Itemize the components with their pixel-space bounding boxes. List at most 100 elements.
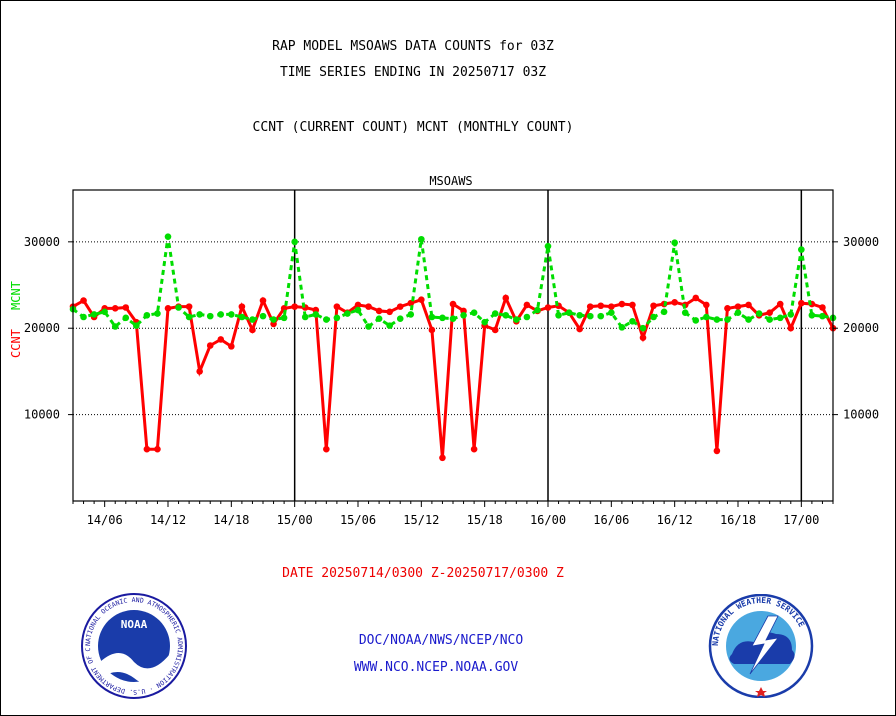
mcnt-data-point — [576, 311, 583, 319]
doc-noaa-link[interactable]: DOC/NOAA/NWS/NCEP/NCO — [358, 633, 524, 648]
mcnt-data-point — [734, 309, 742, 316]
ccnt-data-point — [111, 305, 119, 312]
ccnt-data-point — [259, 297, 267, 304]
ccnt-data-point — [333, 303, 341, 310]
ccnt-data-point — [323, 445, 330, 453]
mcnt-data-point — [766, 316, 773, 323]
ccnt-data-point — [217, 336, 225, 343]
mcnt-data-point — [534, 306, 541, 314]
mcnt-data-point — [755, 310, 763, 317]
mcnt-data-point — [101, 308, 108, 316]
mcnt-data-point — [238, 313, 246, 321]
mcnt-data-point — [354, 306, 362, 314]
nws-logo: NATIONAL WEATHER SERVICE — [708, 594, 814, 698]
mcnt-data-point — [639, 324, 647, 332]
grid-lines — [73, 241, 833, 416]
mcnt-data-point — [312, 311, 320, 318]
mcnt-data-point — [745, 316, 752, 323]
ccnt-data-point — [439, 454, 446, 462]
x-tick-label: 15/06 — [340, 513, 376, 527]
x-tick-label: 16/18 — [720, 513, 756, 527]
ccnt-data-point — [586, 303, 594, 310]
mcnt-data-point — [206, 312, 214, 320]
mcnt-data-point — [439, 314, 446, 322]
ccnt-data-point — [418, 296, 425, 304]
ccnt-data-point — [386, 308, 393, 316]
mcnt-data-point — [776, 314, 784, 322]
mcnt-data-point — [133, 322, 140, 329]
ccnt-data-point — [365, 303, 372, 310]
ccnt-data-point — [544, 304, 552, 311]
ccnt-data-point — [576, 325, 583, 333]
ccnt-data-point — [428, 326, 436, 334]
ccnt-data-point — [407, 299, 415, 307]
mcnt-data-point — [344, 310, 351, 317]
ccnt-data-point — [703, 301, 710, 309]
mcnt-data-point — [428, 313, 436, 321]
mcnt-data-point — [555, 311, 562, 319]
mcnt-data-point — [629, 318, 636, 325]
ccnt-data-point — [597, 302, 605, 310]
mcnt-data-point — [586, 312, 594, 320]
ccnt-data-point — [375, 307, 383, 315]
ccnt-data-point — [196, 368, 203, 375]
mcnt-data-point — [323, 316, 330, 323]
series-layer — [69, 233, 837, 462]
mcnt-data-point — [333, 314, 341, 322]
chart-title-line3: CCNT (CURRENT COUNT) MCNT (MONTHLY COUNT… — [252, 120, 574, 135]
mcnt-data-point — [491, 310, 499, 317]
mcnt-data-point — [196, 311, 203, 318]
mcnt-data-point — [808, 311, 816, 319]
noaa-logo-text: NOAA — [121, 618, 148, 631]
ccnt-data-point — [671, 299, 678, 306]
mcnt-data-point — [650, 313, 657, 321]
mcnt-data-point — [692, 317, 700, 324]
ccnt-data-point — [154, 445, 161, 453]
ccnt-data-point — [819, 304, 826, 311]
mcnt-data-point — [270, 316, 277, 323]
x-tick-label: 17/00 — [783, 513, 819, 527]
x-axis: 14/06 14/12 14/18 15/00 15/06 15/12 15/18 16/00… — [72, 501, 834, 527]
mcnt-data-point — [418, 235, 425, 243]
mcnt-data-point — [175, 304, 182, 311]
y-tick-label-left: 20000 — [24, 321, 60, 335]
mcnt-data-point — [301, 313, 309, 321]
mcnt-data-point — [449, 315, 457, 323]
x-tick-label: 15/12 — [403, 513, 439, 527]
ccnt-data-point — [238, 303, 246, 310]
ccnt-data-point — [228, 343, 235, 350]
mcnt-data-point — [481, 318, 488, 326]
mcnt-data-point — [122, 314, 130, 322]
ccnt-data-point — [629, 301, 636, 309]
ccnt-data-point — [608, 303, 615, 310]
mcnt-data-point — [523, 313, 531, 321]
ccnt-data-point — [724, 305, 731, 312]
ccnt-data-point — [776, 300, 784, 308]
mcnt-data-point — [111, 323, 119, 330]
mcnt-data-point — [280, 314, 288, 322]
ccnt-data-point — [185, 303, 193, 310]
y-axis-label-group: CCNT MCNT — [9, 281, 23, 358]
ccnt-data-point — [164, 305, 172, 312]
ccnt-data-point — [122, 304, 130, 311]
y-tick-label-right: 20000 — [843, 321, 879, 335]
y-tick-label-right: 10000 — [843, 408, 879, 422]
x-tick-label: 16/12 — [657, 513, 693, 527]
mcnt-data-point — [80, 313, 87, 321]
mcnt-data-point — [513, 316, 520, 323]
mcnt-data-point — [154, 310, 161, 317]
nco-website-link[interactable]: WWW.NCO.NCEP.NOAA.GOV — [353, 660, 519, 675]
chart-title-line2: TIME SERIES ENDING IN 20250717 03Z — [279, 65, 547, 80]
y-axis: 10000 10000 20000 20000 30000 30000 — [24, 235, 879, 422]
mcnt-data-point — [618, 324, 626, 331]
mcnt-data-point — [724, 316, 731, 323]
mcnt-data-point — [143, 311, 151, 319]
mcnt-data-point — [217, 311, 225, 318]
mcnt-data-point — [228, 311, 235, 318]
mcnt-data-point — [396, 315, 404, 323]
mcnt-data-point — [544, 242, 552, 250]
x-tick-label: 14/18 — [213, 513, 249, 527]
ccnt-data-point — [523, 301, 531, 309]
x-tick-label: 15/00 — [277, 513, 313, 527]
